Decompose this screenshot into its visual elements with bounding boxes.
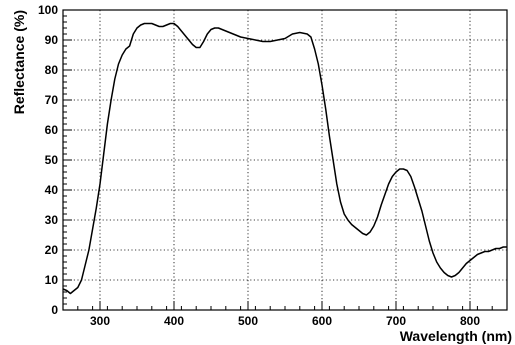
y-tick-label: 10 [45,273,59,287]
plot-frame [62,9,508,311]
y-tick-label: 30 [45,213,59,227]
y-tick-label: 0 [51,303,58,317]
x-tick-label: 300 [90,314,110,328]
x-tick-label: 500 [238,314,258,328]
y-tick-label: 60 [45,123,59,137]
y-tick-label: 40 [45,183,59,197]
x-tick-label: 400 [164,314,184,328]
y-tick-label: 90 [45,33,59,47]
y-axis-title: Reflectance (%) [11,10,27,114]
x-tick-label: 800 [460,314,480,328]
series-line [62,22,507,295]
x-axis-title: Wavelength (nm) [400,328,512,344]
x-tick-label: 700 [386,314,406,328]
y-tick-label: 70 [45,93,59,107]
tick-labels: 300 400 500 600 700 800 0 10 20 30 40 50 60 70 80 90 100 [38,3,480,328]
y-tick-label: 50 [45,153,59,167]
y-tick-label: 80 [45,63,59,77]
y-tick-label: 20 [45,243,59,257]
y-tick-label: 100 [38,3,58,17]
x-tick-label: 600 [312,314,332,328]
